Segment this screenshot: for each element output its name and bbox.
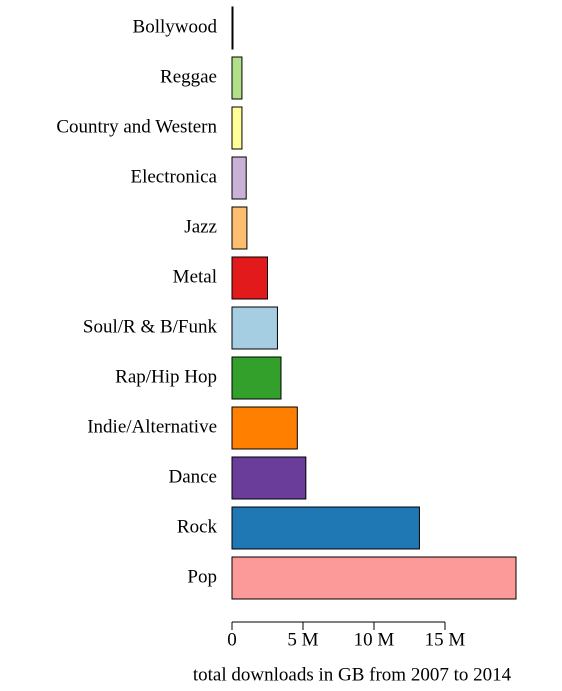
x-tick-label: 10 M <box>354 629 395 650</box>
bar <box>231 556 517 600</box>
y-tick-label: Electronica <box>130 166 217 187</box>
bar <box>231 256 268 300</box>
x-tick-label: 5 M <box>287 629 318 650</box>
bar <box>231 306 278 350</box>
bar <box>231 456 307 500</box>
y-tick-label: Bollywood <box>133 16 218 37</box>
bar <box>231 156 247 200</box>
y-tick-label: Country and Western <box>56 116 217 137</box>
y-tick-label: Rock <box>177 516 218 537</box>
y-tick-label: Pop <box>187 566 217 587</box>
y-tick-label: Reggae <box>160 66 217 87</box>
y-tick-label: Rap/Hip Hop <box>115 366 217 387</box>
bar <box>231 106 243 150</box>
x-tick-label: 15 M <box>425 629 466 650</box>
bar <box>231 506 420 550</box>
x-axis-label: total downloads in GB from 2007 to 2014 <box>193 664 512 685</box>
bar <box>231 56 243 100</box>
bar <box>231 206 248 250</box>
bar <box>231 6 234 50</box>
bar <box>231 406 298 450</box>
y-tick-label: Dance <box>168 466 217 487</box>
x-tick-label: 0 <box>227 629 237 650</box>
bar <box>231 356 282 400</box>
y-tick-label: Metal <box>173 266 217 287</box>
y-tick-label: Soul/R & B/Funk <box>83 316 218 337</box>
y-tick-label: Jazz <box>184 216 217 237</box>
y-tick-label: Indie/Alternative <box>87 416 217 437</box>
